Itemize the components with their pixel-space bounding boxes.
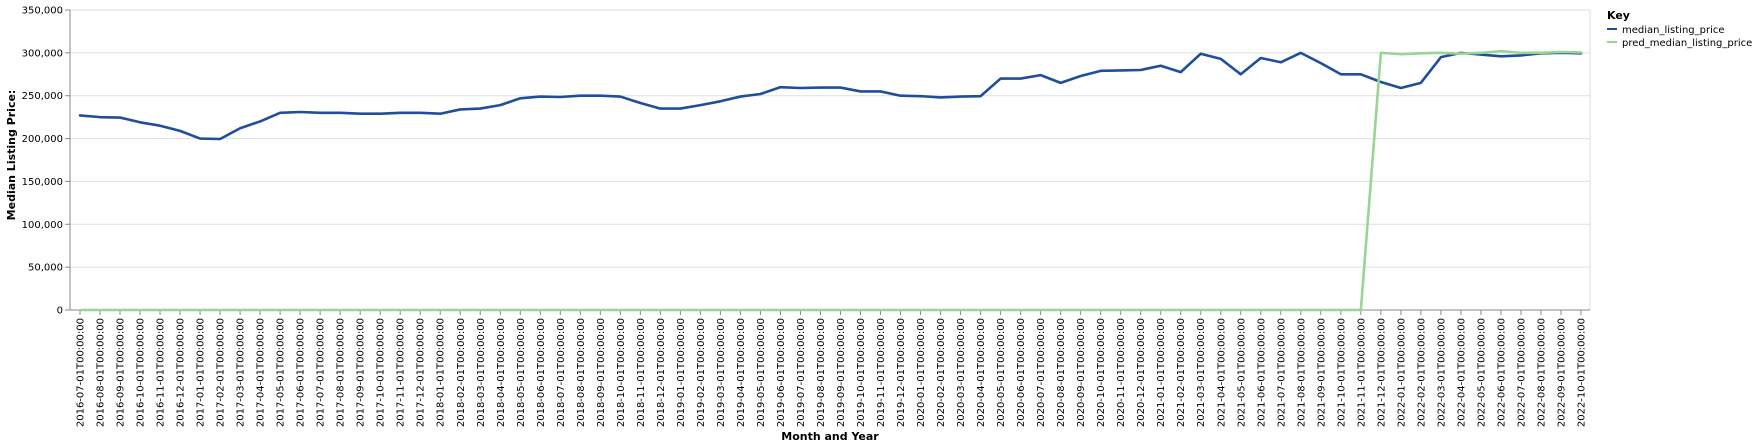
x-tick-label: 2021-01-01T00:00:00 xyxy=(1156,318,1167,427)
x-tick-label: 2022-02-01T00:00:00 xyxy=(1416,318,1427,427)
series-line-pred-median-listing-price xyxy=(78,49,1583,312)
x-tick-label: 2019-09-01T00:00:00 xyxy=(836,318,847,427)
x-tick-label: 2022-01-01T00:00:00 xyxy=(1396,318,1407,427)
x-tick-label: 2017-11-01T00:00:00 xyxy=(396,318,407,427)
x-tick-label: 2020-05-01T00:00:00 xyxy=(996,318,1007,427)
x-tick-label: 2018-04-01T00:00:00 xyxy=(496,318,507,427)
legend-title: Key xyxy=(1607,9,1630,22)
y-tick-label: 100,000 xyxy=(22,220,63,231)
x-tick-label: 2018-01-01T00:00:00 xyxy=(436,318,447,427)
y-axis-title: Median Listing Price: xyxy=(5,90,18,221)
x-tick-label: 2019-11-01T00:00:00 xyxy=(876,318,887,427)
x-tick-label: 2020-03-01T00:00:00 xyxy=(956,318,967,427)
x-tick-label: 2021-09-01T00:00:00 xyxy=(1316,318,1327,427)
x-tick-label: 2021-04-01T00:00:00 xyxy=(1216,318,1227,427)
x-tick-label: 2020-12-01T00:00:00 xyxy=(1136,318,1147,427)
x-tick-label: 2017-01-01T00:00:00 xyxy=(196,318,207,427)
x-tick-label: 2022-06-01T00:00:00 xyxy=(1496,318,1507,427)
x-tick-label: 2018-03-01T00:00:00 xyxy=(476,318,487,427)
x-tick-label: 2022-10-01T00:00:00 xyxy=(1577,318,1588,427)
legend-item-label: pred_median_listing_price xyxy=(1622,38,1752,49)
y-tick-label: 0 xyxy=(57,306,63,317)
x-tick-label: 2018-08-01T00:00:00 xyxy=(576,318,587,427)
x-tick-label: 2021-11-01T00:00:00 xyxy=(1356,318,1367,427)
x-tick-label: 2020-06-01T00:00:00 xyxy=(1016,318,1027,427)
x-tick-label: 2016-09-01T00:00:00 xyxy=(116,318,127,427)
x-tick-label: 2018-06-01T00:00:00 xyxy=(536,318,547,427)
x-tick-label: 2021-03-01T00:00:00 xyxy=(1196,318,1207,427)
y-tick-label: 350,000 xyxy=(22,6,63,17)
y-tick-label: 250,000 xyxy=(22,91,63,102)
x-tick-label: 2017-05-01T00:00:00 xyxy=(276,318,287,427)
x-tick-label: 2017-06-01T00:00:00 xyxy=(296,318,307,427)
x-tick-label: 2020-01-01T00:00:00 xyxy=(916,318,927,427)
x-tick-label: 2017-02-01T00:00:00 xyxy=(216,318,227,427)
x-tick-label: 2022-07-01T00:00:00 xyxy=(1516,318,1527,427)
x-tick-label: 2022-09-01T00:00:00 xyxy=(1556,318,1567,427)
x-tick-label: 2018-11-01T00:00:00 xyxy=(636,318,647,427)
x-tick-label: 2020-08-01T00:00:00 xyxy=(1056,318,1067,427)
x-tick-label: 2018-12-01T00:00:00 xyxy=(656,318,667,427)
x-tick-label: 2017-04-01T00:00:00 xyxy=(256,318,267,427)
x-tick-label: 2020-02-01T00:00:00 xyxy=(936,318,947,427)
x-tick-label: 2016-12-01T00:00:00 xyxy=(176,318,187,427)
x-axis: 2016-07-01T00:00:00 2016-08-01T00:00:00 20… xyxy=(70,309,1590,427)
x-tick-label: 2021-08-01T00:00:00 xyxy=(1296,318,1307,427)
x-tick-label: 2018-07-01T00:00:00 xyxy=(556,318,567,427)
x-tick-label: 2018-05-01T00:00:00 xyxy=(516,318,527,427)
legend: Key median_listing_price pred_median_list… xyxy=(1607,9,1752,49)
x-tick-label: 2019-02-01T00:00:00 xyxy=(696,318,707,427)
x-tick-label: 2019-03-01T00:00:00 xyxy=(716,318,727,427)
x-tick-label: 2016-07-01T00:00:00 xyxy=(76,318,87,427)
x-tick-label: 2021-02-01T00:00:00 xyxy=(1176,318,1187,427)
legend-item-label: median_listing_price xyxy=(1622,25,1725,36)
x-tick-label: 2021-07-01T00:00:00 xyxy=(1276,318,1287,427)
x-tick-label: 2019-07-01T00:00:00 xyxy=(796,318,807,427)
x-tick-label: 2020-09-01T00:00:00 xyxy=(1076,318,1087,427)
x-tick-label: 2017-09-01T00:00:00 xyxy=(356,318,367,427)
x-tick-label: 2022-04-01T00:00:00 xyxy=(1456,318,1467,427)
x-tick-label: 2020-04-01T00:00:00 xyxy=(976,318,987,427)
x-tick-label: 2017-12-01T00:00:00 xyxy=(416,318,427,427)
x-tick-label: 2021-12-01T00:00:00 xyxy=(1376,318,1387,427)
x-tick-label: 2017-08-01T00:00:00 xyxy=(336,318,347,427)
x-tick-label: 2019-01-01T00:00:00 xyxy=(676,318,687,427)
y-tick-label: 300,000 xyxy=(22,48,63,59)
y-tick-label: 200,000 xyxy=(22,134,63,145)
x-tick-label: 2022-08-01T00:00:00 xyxy=(1536,318,1547,427)
x-tick-label: 2016-08-01T00:00:00 xyxy=(96,318,107,427)
x-tick-label: 2019-05-01T00:00:00 xyxy=(756,318,767,427)
x-tick-label: 2018-10-01T00:00:00 xyxy=(616,318,627,427)
x-tick-label: 2020-10-01T00:00:00 xyxy=(1096,318,1107,427)
x-tick-label: 2017-10-01T00:00:00 xyxy=(376,318,387,427)
x-tick-label: 2019-08-01T00:00:00 xyxy=(816,318,827,427)
x-tick-label: 2019-10-01T00:00:00 xyxy=(856,318,867,427)
x-axis-title: Month and Year xyxy=(781,430,879,443)
x-tick-label: 2020-11-01T00:00:00 xyxy=(1116,318,1127,427)
x-tick-label: 2017-07-01T00:00:00 xyxy=(316,318,327,427)
series-layer xyxy=(78,49,1583,312)
x-tick-label: 2019-04-01T00:00:00 xyxy=(736,318,747,427)
x-tick-label: 2018-09-01T00:00:00 xyxy=(596,318,607,427)
y-axis: 0 50,000 100,000 150,000 200,000 250,000 300,0… xyxy=(22,6,71,317)
x-tick-label: 2019-06-01T00:00:00 xyxy=(776,318,787,427)
legend-items: median_listing_price pred_median_listing_… xyxy=(1607,25,1752,49)
y-tick-label: 150,000 xyxy=(22,177,63,188)
x-tick-label: 2021-05-01T00:00:00 xyxy=(1236,318,1247,427)
x-tick-label: 2017-03-01T00:00:00 xyxy=(236,318,247,427)
x-tick-label: 2019-12-01T00:00:00 xyxy=(896,318,907,427)
x-tick-label: 2021-10-01T00:00:00 xyxy=(1336,318,1347,427)
x-tick-label: 2020-07-01T00:00:00 xyxy=(1036,318,1047,427)
x-tick-label: 2016-11-01T00:00:00 xyxy=(156,318,167,427)
x-tick-label: 2021-06-01T00:00:00 xyxy=(1256,318,1267,427)
x-tick-label: 2018-02-01T00:00:00 xyxy=(456,318,467,427)
x-tick-label: 2022-03-01T00:00:00 xyxy=(1436,318,1447,427)
x-tick-label: 2022-05-01T00:00:00 xyxy=(1476,318,1487,427)
x-tick-label: 2016-10-01T00:00:00 xyxy=(136,318,147,427)
grid-lines xyxy=(70,9,1591,311)
series-line-median-listing-price xyxy=(78,51,1583,141)
y-tick-label: 50,000 xyxy=(28,263,63,274)
